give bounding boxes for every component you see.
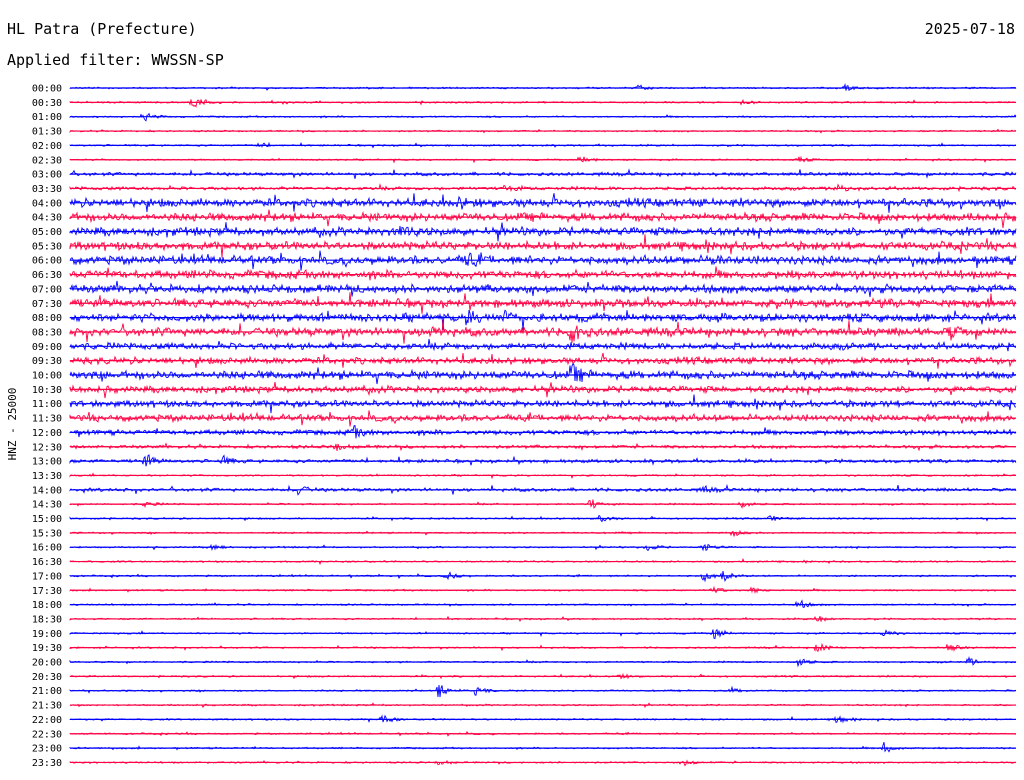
- trace-row: [69, 266, 1017, 281]
- trace-row: [69, 363, 1017, 385]
- row-time-label: 01:00: [32, 112, 62, 123]
- trace-row: [69, 99, 1017, 108]
- row-time-label: 11:30: [32, 414, 62, 425]
- row-time-label: 14:00: [32, 485, 62, 496]
- row-time-label: 16:30: [32, 557, 62, 568]
- y-axis-label: HNZ - 25000: [6, 388, 19, 461]
- trace-row: [69, 338, 1017, 352]
- row-time-label: 05:30: [32, 241, 62, 252]
- row-time-label: 23:00: [32, 744, 62, 755]
- row-time-label: 06:00: [32, 256, 62, 267]
- row-time-label: 06:30: [32, 270, 62, 281]
- row-time-label: 08:30: [32, 327, 62, 338]
- row-time-label: 07:30: [32, 299, 62, 310]
- row-time-label: 03:30: [32, 184, 62, 195]
- row-time-label: 23:30: [32, 758, 62, 769]
- row-time-label: 05:00: [32, 227, 62, 238]
- row-time-label: 13:30: [32, 471, 62, 482]
- row-time-label: 07:00: [32, 284, 62, 295]
- row-time-label: 22:00: [32, 715, 62, 726]
- row-time-label: 15:00: [32, 514, 62, 525]
- row-time-label: 15:30: [32, 528, 62, 539]
- row-time-label: 18:00: [32, 600, 62, 611]
- row-time-label: 21:30: [32, 701, 62, 712]
- row-time-label: 17:30: [32, 586, 62, 597]
- trace-row: [69, 742, 1017, 753]
- trace-row: [69, 292, 1017, 314]
- trace-row: [69, 483, 1017, 496]
- row-time-label: 04:00: [32, 198, 62, 209]
- filter-label: Applied filter: WWSSN-SP: [7, 51, 224, 69]
- row-time-label: 00:00: [32, 84, 62, 95]
- row-time-label: 10:00: [32, 371, 62, 382]
- row-time-label: 00:30: [32, 98, 62, 109]
- row-time-label: 03:00: [32, 170, 62, 181]
- row-time-label: 12:30: [32, 442, 62, 453]
- row-time-label: 10:30: [32, 385, 62, 396]
- date-label: 2025-07-18: [924, 20, 1015, 38]
- row-time-label: 20:30: [32, 672, 62, 683]
- row-time-label: 19:30: [32, 643, 62, 654]
- row-time-label: 02:30: [32, 155, 62, 166]
- row-time-label: 20:00: [32, 658, 62, 669]
- row-time-label: 09:30: [32, 356, 62, 367]
- trace-row: [69, 529, 1017, 537]
- station-title: HL Patra (Prefecture): [7, 20, 197, 38]
- trace-row: [69, 222, 1017, 242]
- row-time-label: 09:00: [32, 342, 62, 353]
- trace-row: [69, 309, 1017, 330]
- trace-row: [69, 628, 1017, 640]
- row-time-label: 13:00: [32, 457, 62, 468]
- row-time-label: 02:00: [32, 141, 62, 152]
- trace-row: [69, 168, 1017, 179]
- trace-row: [69, 209, 1017, 229]
- row-time-label: 16:00: [32, 543, 62, 554]
- row-time-label: 12:00: [32, 428, 62, 439]
- row-time-label: 21:00: [32, 686, 62, 697]
- row-time-label: 14:30: [32, 500, 62, 511]
- trace-row: [69, 759, 1017, 767]
- row-time-label: 22:30: [32, 729, 62, 740]
- row-time-label: 08:00: [32, 313, 62, 324]
- row-time-label: 04:30: [32, 213, 62, 224]
- row-time-label: 17:00: [32, 571, 62, 582]
- trace-row: [69, 193, 1017, 213]
- row-time-label: 01:30: [32, 127, 62, 138]
- row-time-label: 18:30: [32, 614, 62, 625]
- row-time-label: 11:00: [32, 399, 62, 410]
- row-time-label: 19:00: [32, 629, 62, 640]
